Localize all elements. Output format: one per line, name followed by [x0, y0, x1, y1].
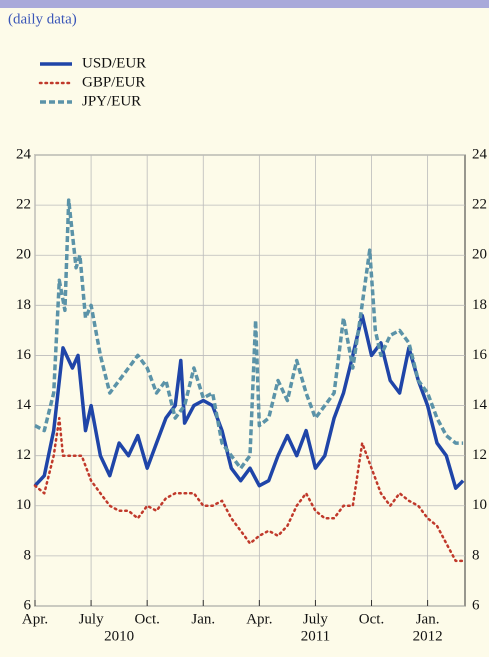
y-tick-label: 22	[16, 197, 31, 213]
y2-tick-label: 24	[472, 146, 488, 162]
y-tick-label: 14	[16, 397, 32, 413]
y2-tick-label: 6	[472, 597, 480, 613]
legend-label: JPY/EUR	[82, 93, 141, 109]
y-tick-label: 10	[16, 497, 31, 513]
y-tick-label: 24	[16, 146, 32, 162]
y2-tick-label: 16	[472, 347, 488, 363]
y-tick-label: 18	[16, 297, 31, 313]
legend-label: GBP/EUR	[82, 74, 145, 90]
year-label: 2010	[104, 628, 134, 644]
year-label: 2011	[301, 628, 330, 644]
year-label: 2012	[413, 628, 443, 644]
x-tick-label: Apr.	[22, 611, 48, 627]
x-tick-label: Jan.	[191, 611, 215, 627]
x-tick-label: July	[303, 611, 329, 627]
y-tick-label: 20	[16, 247, 31, 263]
legend-label: USD/EUR	[82, 55, 146, 71]
y2-tick-label: 12	[472, 447, 487, 463]
series-line	[34, 198, 464, 470]
y2-tick-label: 20	[472, 247, 487, 263]
y-tick-label: 12	[16, 447, 31, 463]
x-tick-label: July	[79, 611, 105, 627]
y2-tick-label: 10	[472, 497, 487, 513]
x-tick-label: Oct.	[134, 611, 159, 627]
y2-tick-label: 8	[472, 547, 480, 563]
y2-tick-label: 14	[472, 397, 488, 413]
series-line	[33, 416, 465, 563]
header-band	[0, 0, 489, 8]
x-tick-label: Apr.	[246, 611, 272, 627]
x-tick-label: Jan.	[416, 611, 440, 627]
y-tick-label: 6	[24, 597, 32, 613]
y-tick-label: 16	[16, 347, 32, 363]
chart-subtitle: (daily data)	[8, 11, 77, 27]
x-tick-label: Oct.	[359, 611, 384, 627]
series-line	[33, 313, 465, 490]
y-tick-label: 8	[24, 547, 32, 563]
y2-tick-label: 18	[472, 297, 487, 313]
y2-tick-label: 22	[472, 197, 487, 213]
